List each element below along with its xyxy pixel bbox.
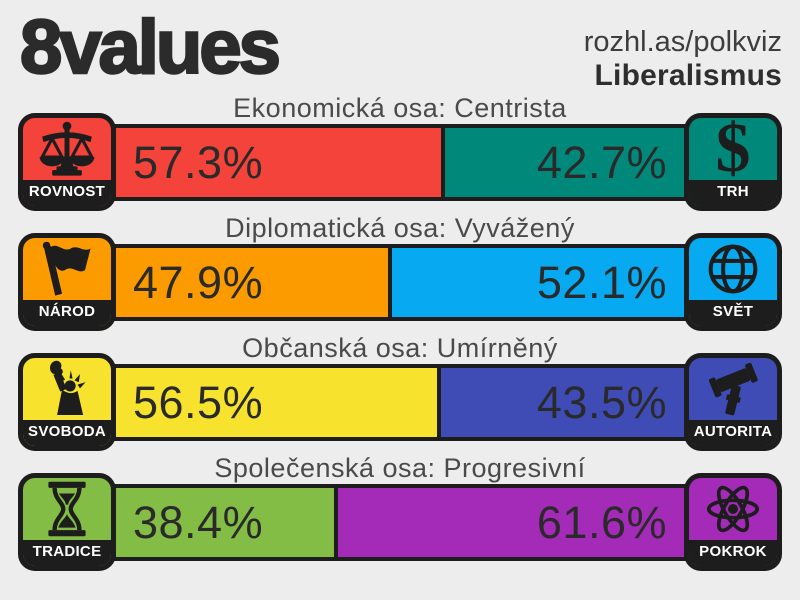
axis-bar: 56.5% 43.5% bbox=[112, 364, 688, 441]
bar-right-segment: 52.1% bbox=[392, 248, 684, 317]
badge-svoboda: SVOBODA bbox=[18, 353, 116, 451]
left-percentage: 38.4% bbox=[133, 497, 264, 548]
left-percentage: 56.5% bbox=[133, 377, 264, 428]
header-right: rozhl.as/polkviz Liberalismus bbox=[584, 26, 782, 92]
right-percentage: 43.5% bbox=[536, 377, 667, 428]
axes-container: Ekonomická osa: Centrista 57.3% 42.7% bbox=[0, 92, 800, 572]
axis-row-economic: Ekonomická osa: Centrista 57.3% 42.7% bbox=[0, 92, 800, 212]
axis-heading: Ekonomická osa: Centrista bbox=[233, 93, 567, 123]
dollar-icon: $ bbox=[689, 118, 777, 180]
hourglass-icon bbox=[23, 478, 111, 540]
bar-right-segment: 42.7% bbox=[445, 128, 684, 197]
gavel-icon bbox=[689, 358, 777, 420]
left-percentage: 57.3% bbox=[133, 137, 264, 188]
left-percentage: 47.9% bbox=[133, 257, 264, 308]
atom-icon bbox=[689, 478, 777, 540]
badge-label: ROVNOST bbox=[23, 180, 111, 206]
flag-icon bbox=[23, 238, 111, 300]
axis-heading: Občanská osa: Umírněný bbox=[242, 333, 558, 363]
axis-row-civil: Občanská osa: Umírněný 56.5% 43.5% bbox=[0, 332, 800, 452]
badge-autorita: AUTORITA bbox=[684, 353, 782, 451]
liberty-icon bbox=[23, 358, 111, 420]
badge-svet: SVĚT bbox=[684, 233, 782, 331]
dollar-glyph: $ bbox=[715, 118, 751, 180]
badge-label: TRH bbox=[689, 180, 777, 206]
bar-right-segment: 43.5% bbox=[440, 368, 684, 437]
result-label: Liberalismus bbox=[594, 59, 782, 92]
bar-left-segment: 47.9% bbox=[116, 248, 389, 317]
badge-label: AUTORITA bbox=[689, 420, 777, 446]
bar-left-segment: 57.3% bbox=[116, 128, 442, 197]
badge-pokrok: POKROK bbox=[684, 473, 782, 571]
bar-right-segment: 61.6% bbox=[338, 488, 684, 557]
badge-narod: NÁROD bbox=[18, 233, 116, 331]
badge-tradice: TRADICE bbox=[18, 473, 116, 571]
badge-label: SVĚT bbox=[689, 300, 777, 326]
globe-icon bbox=[689, 238, 777, 300]
bar-left-segment: 38.4% bbox=[116, 488, 335, 557]
axis-bar: 57.3% 42.7% bbox=[112, 124, 688, 201]
badge-rovnost: ROVNOST bbox=[18, 113, 116, 211]
right-percentage: 61.6% bbox=[536, 497, 667, 548]
badge-label: POKROK bbox=[689, 540, 777, 566]
badge-label: NÁROD bbox=[23, 300, 111, 326]
scales-icon bbox=[23, 118, 111, 180]
right-percentage: 42.7% bbox=[536, 137, 667, 188]
axis-bar: 38.4% 61.6% bbox=[112, 484, 688, 561]
axis-bar: 47.9% 52.1% bbox=[112, 244, 688, 321]
badge-trh: $ TRH bbox=[684, 113, 782, 211]
badge-label: SVOBODA bbox=[23, 420, 111, 446]
right-percentage: 52.1% bbox=[536, 257, 667, 308]
axis-heading: Diplomatická osa: Vyvážený bbox=[225, 213, 575, 243]
badge-label: TRADICE bbox=[23, 540, 111, 566]
axis-row-societal: Společenská osa: Progresivní 38.4% 61.6% bbox=[0, 452, 800, 572]
axis-row-diplomatic: Diplomatická osa: Vyvážený 47.9% 52.1% N… bbox=[0, 212, 800, 332]
axis-heading: Společenská osa: Progresivní bbox=[214, 453, 586, 483]
page-title: 8values bbox=[19, 5, 282, 90]
site-url: rozhl.as/polkviz bbox=[583, 26, 782, 58]
bar-left-segment: 56.5% bbox=[116, 368, 437, 437]
